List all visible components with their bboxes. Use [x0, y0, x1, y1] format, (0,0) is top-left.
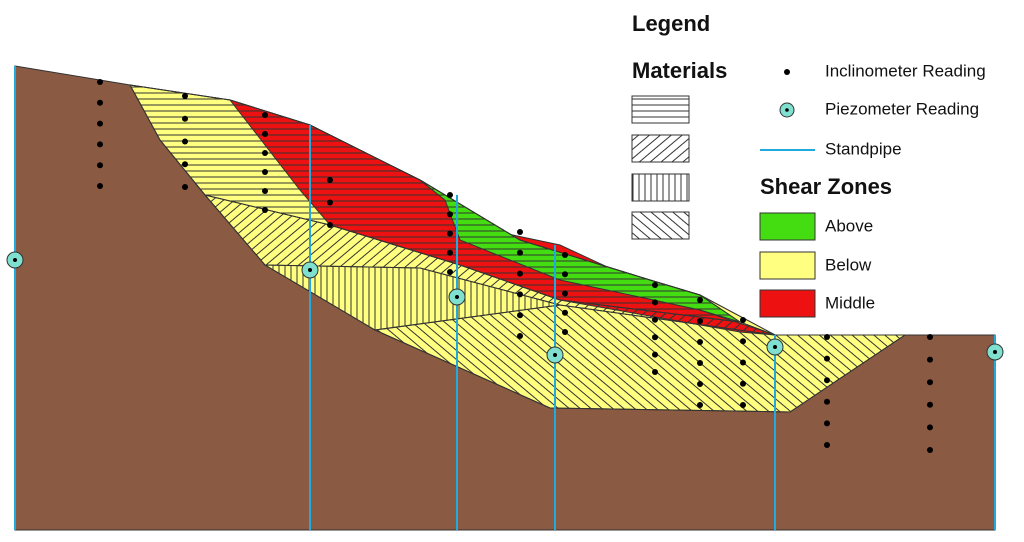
inclinometer-reading [562, 309, 568, 316]
inclinometer-reading [697, 339, 703, 345]
material-swatch [631, 134, 690, 163]
inclinometer-reading [740, 338, 746, 345]
inclinometer-reading [182, 161, 188, 168]
inclinometer-reading [97, 141, 103, 148]
inclinometer-reading [262, 131, 268, 137]
zone-swatch [759, 289, 816, 318]
inclinometer-reading [697, 381, 703, 387]
inclinometer-reading [262, 207, 268, 213]
inclinometer-reading [740, 359, 746, 366]
inclinometer-reading [517, 229, 523, 235]
inclinometer-reading [927, 447, 933, 453]
inclinometer-reading [447, 249, 453, 256]
inclinometer-reading [517, 270, 523, 277]
inclinometer-reading [740, 380, 746, 387]
material-swatch [631, 95, 690, 124]
inclinometer-reading [562, 329, 568, 335]
inclinometer-reading [97, 183, 103, 189]
inclinometer-reading [327, 199, 333, 206]
inclinometer-reading [927, 401, 933, 408]
piezometer-dot [13, 258, 17, 262]
piezometer-dot [993, 350, 997, 354]
inclinometer-reading [262, 188, 268, 194]
inclinometer-reading [182, 184, 188, 190]
inclinometer-reading [562, 271, 568, 278]
inclinometer-reading [182, 93, 188, 99]
inclinometer-reading [562, 252, 568, 258]
legend-label: Piezometer Reading [825, 99, 979, 118]
inclinometer-reading [824, 442, 830, 448]
inclinometer-reading [517, 312, 523, 319]
inclinometer-reading [652, 369, 658, 375]
shear-zones-title: Shear Zones [760, 174, 892, 199]
inclinometer-reading [97, 162, 103, 169]
inclinometer-reading [447, 192, 453, 198]
inclinometer-reading [182, 138, 188, 145]
material-swatch [631, 211, 690, 240]
inclinometer-reading [824, 398, 830, 405]
inclinometer-reading [562, 290, 568, 297]
inclinometer-reading [697, 360, 703, 366]
inclinometer-reading [652, 351, 658, 358]
inclinometer-reading [697, 402, 703, 408]
material-swatch [631, 173, 690, 202]
inclinometer-reading [824, 377, 830, 384]
inclinometer-reading [927, 356, 933, 363]
zone-swatch [759, 251, 816, 280]
inclinometer-reading [652, 282, 658, 288]
inclinometer-reading [824, 334, 830, 340]
inclinometer-reading [97, 99, 103, 106]
inclinometer-reading [824, 355, 830, 362]
cross-section [14, 65, 996, 531]
legend-title: Legend [632, 11, 710, 36]
piezometer-symbol-dot [785, 108, 789, 112]
inclinometer-reading [927, 424, 933, 431]
inclinometer-reading [652, 334, 658, 341]
inclinometer-reading [327, 222, 333, 228]
inclinometer-reading [262, 150, 268, 156]
legend-label: Inclinometer Reading [825, 61, 986, 80]
inclinometer-reading [697, 297, 703, 303]
inclinometer-reading [447, 230, 453, 237]
inclinometer-reading [327, 177, 333, 183]
inclinometer-reading [652, 299, 658, 306]
inclinometer-reading [447, 211, 453, 218]
inclinometer-reading [652, 316, 658, 323]
legend: Legend Materials Inclinometer Reading Pi… [631, 11, 986, 318]
legend-label: Middle [825, 293, 875, 312]
inclinometer-reading [517, 291, 523, 298]
inclinometer-reading [97, 79, 103, 85]
inclinometer-reading [262, 112, 268, 118]
legend-label: Standpipe [825, 139, 902, 158]
piezometer-dot [553, 353, 557, 357]
inclinometer-reading [447, 269, 453, 275]
inclinometer-reading [517, 333, 523, 339]
instruments [6, 66, 1004, 530]
legend-label: Below [825, 255, 872, 274]
inclinometer-reading [927, 334, 933, 340]
inclinometer-reading [697, 318, 703, 324]
inclinometer-reading [927, 379, 933, 386]
material-back-diagonal [373, 304, 907, 413]
inclinometer-reading [97, 120, 103, 127]
inclinometer-reading [262, 169, 268, 175]
piezometer-dot [773, 345, 777, 349]
inclinometer-reading [824, 420, 830, 427]
inclinometer-reading [740, 402, 746, 408]
zone-swatch [759, 212, 816, 241]
piezometer-dot [455, 295, 459, 299]
materials-title: Materials [632, 58, 727, 83]
inclinometer-symbol [784, 69, 790, 75]
legend-label: Above [825, 216, 873, 235]
inclinometer-reading [517, 249, 523, 256]
piezometer-dot [308, 268, 312, 272]
inclinometer-reading [182, 115, 188, 122]
inclinometer-reading [740, 317, 746, 323]
